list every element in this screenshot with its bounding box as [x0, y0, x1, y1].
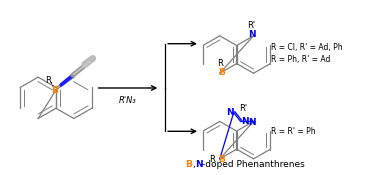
- Text: B: B: [218, 68, 225, 77]
- Text: N: N: [195, 160, 203, 169]
- Text: N: N: [248, 30, 256, 39]
- Text: R: R: [209, 155, 215, 164]
- Text: -doped Phenanthrenes: -doped Phenanthrenes: [202, 160, 305, 169]
- Text: N: N: [248, 118, 256, 127]
- Text: R: R: [217, 59, 223, 68]
- Text: ,: ,: [192, 160, 195, 169]
- Text: B: B: [218, 155, 225, 164]
- Text: N: N: [241, 117, 248, 126]
- Text: R = Cl, R' = Ad, Ph
R = Ph, R' = Ad: R = Cl, R' = Ad, Ph R = Ph, R' = Ad: [271, 43, 343, 64]
- Text: R'N₃: R'N₃: [119, 96, 137, 105]
- Text: R': R': [240, 104, 248, 113]
- Text: R: R: [45, 76, 51, 85]
- Text: R = R' = Ph: R = R' = Ph: [271, 127, 316, 136]
- Text: R': R': [247, 22, 256, 30]
- Text: B: B: [185, 160, 192, 169]
- Text: N: N: [226, 108, 234, 117]
- Text: B: B: [51, 86, 59, 95]
